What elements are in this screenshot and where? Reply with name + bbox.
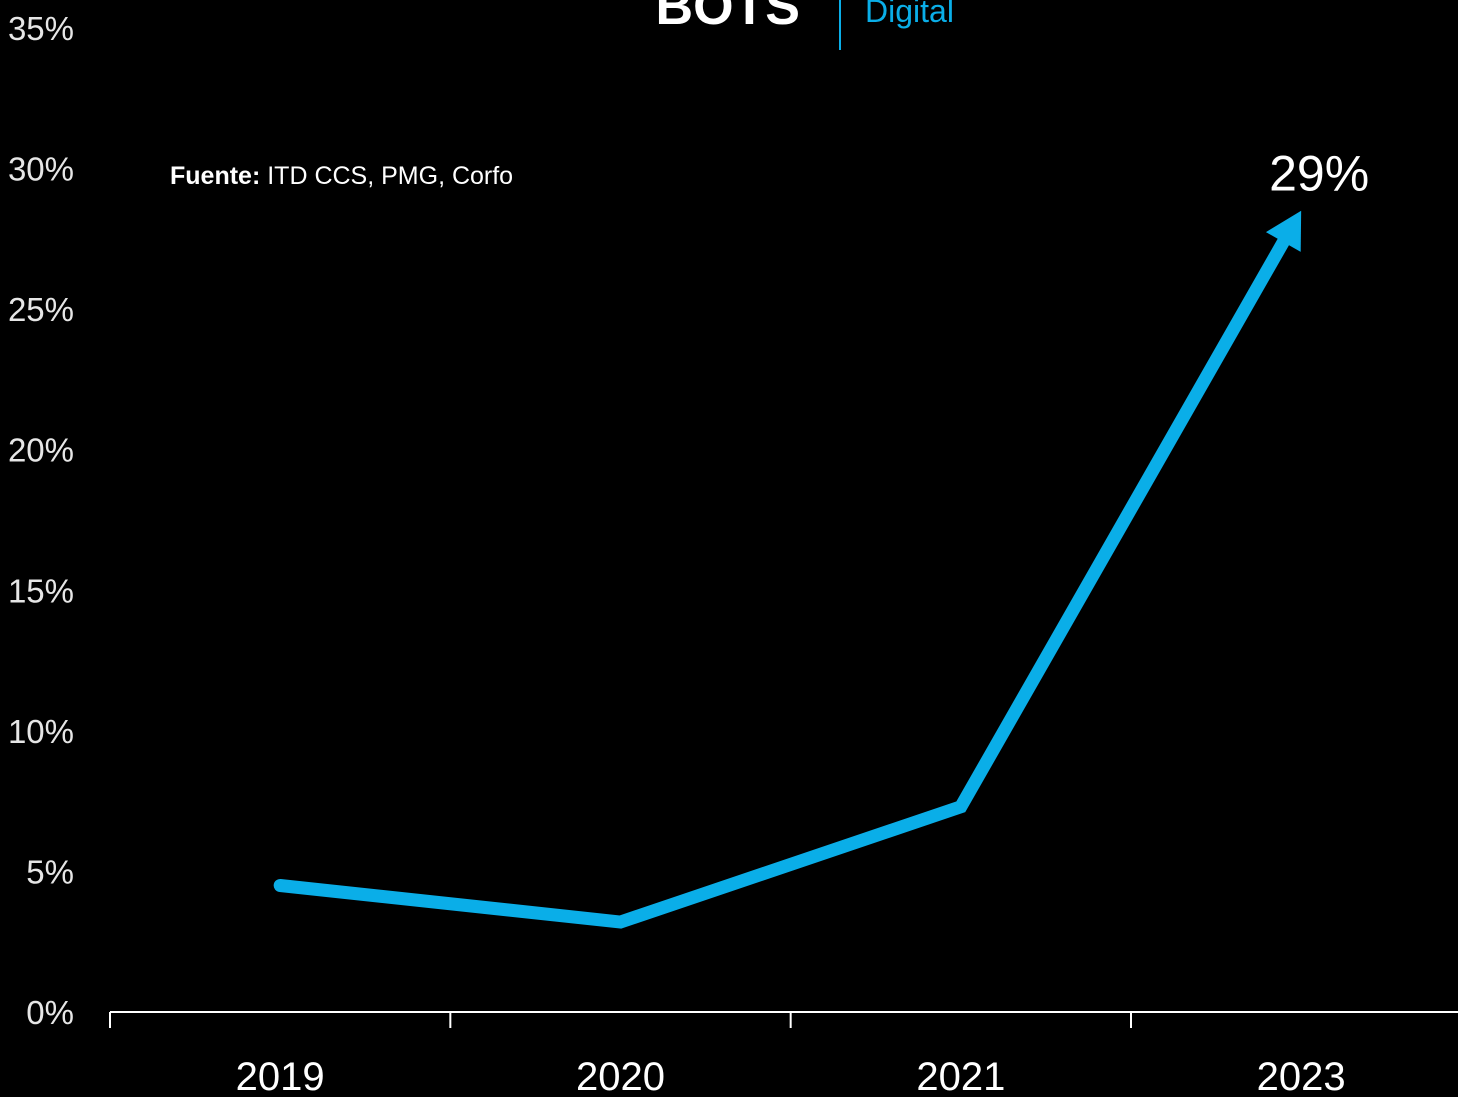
y-tick-label: 25% bbox=[8, 291, 74, 328]
y-tick-label: 20% bbox=[8, 432, 74, 469]
y-axis: 0% 5% 10% 15% 20% 25% 30% 35% bbox=[8, 10, 74, 1031]
chart-header: BOTS Digital bbox=[656, 0, 954, 50]
y-tick-label: 30% bbox=[8, 151, 74, 188]
y-tick-label: 35% bbox=[8, 10, 74, 47]
end-value-label: 29% bbox=[1269, 146, 1369, 202]
arrow-head bbox=[1265, 210, 1302, 252]
y-tick-label: 5% bbox=[26, 853, 74, 890]
series-line bbox=[273, 229, 1294, 929]
y-tick-label: 10% bbox=[8, 713, 74, 750]
x-tick-label: 2019 bbox=[236, 1055, 325, 1097]
brand-title: BOTS bbox=[656, 0, 800, 36]
x-tick-label: 2021 bbox=[916, 1055, 1005, 1097]
y-tick-label: 0% bbox=[26, 994, 74, 1031]
source-label: Fuente: bbox=[170, 162, 260, 190]
x-tick-label: 2020 bbox=[576, 1055, 665, 1097]
data-labels: 29% bbox=[1269, 146, 1369, 202]
x-tick-label: 2023 bbox=[1257, 1055, 1346, 1097]
source-text: ITD CCS, PMG, Corfo bbox=[260, 162, 513, 190]
brand-subtitle: Digital bbox=[865, 0, 954, 29]
x-axis: 2019 2020 2021 2023 bbox=[109, 1011, 1458, 1097]
source-note: Fuente: ITD CCS, PMG, Corfo bbox=[170, 162, 513, 190]
series-line-group bbox=[273, 210, 1302, 929]
y-tick-label: 15% bbox=[8, 572, 74, 609]
